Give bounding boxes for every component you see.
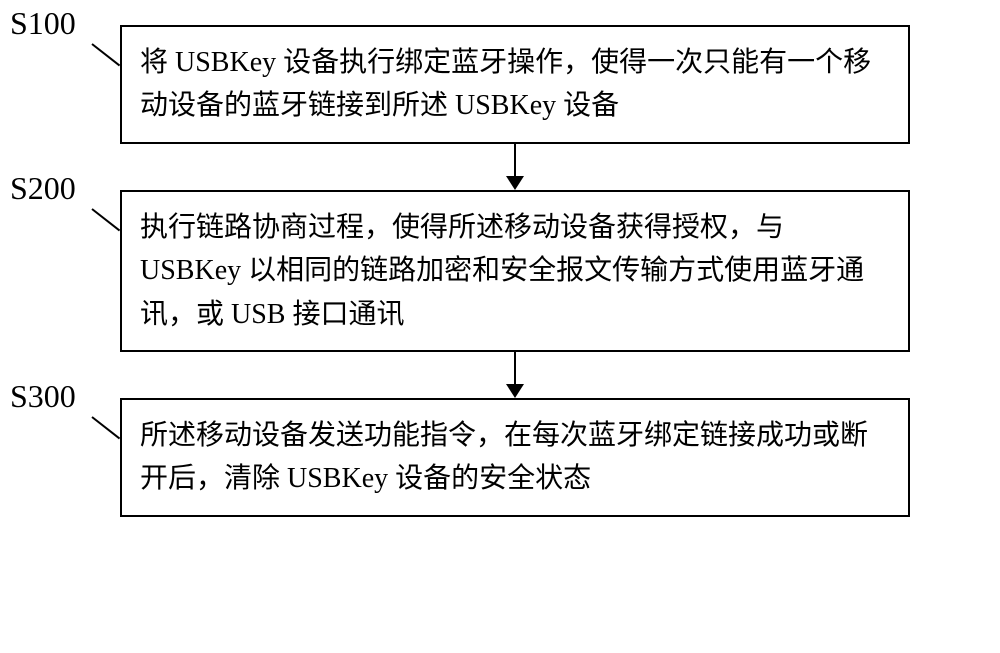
flow-step-s100: S100将 USBKey 设备执行绑定蓝牙操作，使得一次只能有一个移动设备的蓝牙… [100, 25, 910, 144]
step-label: S100 [10, 5, 76, 42]
flow-arrow [120, 352, 910, 398]
step-box: 执行链路协商过程，使得所述移动设备获得授权，与 USBKey 以相同的链路加密和… [120, 190, 910, 352]
label-connector-line [91, 208, 120, 231]
flow-step-s200: S200执行链路协商过程，使得所述移动设备获得授权，与 USBKey 以相同的链… [100, 190, 910, 352]
step-label: S300 [10, 378, 76, 415]
label-connector-line [91, 43, 120, 66]
step-box: 所述移动设备发送功能指令，在每次蓝牙绑定链接成功或断开后，清除 USBKey 设… [120, 398, 910, 517]
label-connector-line [91, 416, 120, 439]
flow-arrow [120, 144, 910, 190]
flow-step-s300: S300所述移动设备发送功能指令，在每次蓝牙绑定链接成功或断开后，清除 USBK… [100, 398, 910, 517]
step-label: S200 [10, 170, 76, 207]
step-box: 将 USBKey 设备执行绑定蓝牙操作，使得一次只能有一个移动设备的蓝牙链接到所… [120, 25, 910, 144]
flowchart-root: S100将 USBKey 设备执行绑定蓝牙操作，使得一次只能有一个移动设备的蓝牙… [100, 25, 910, 517]
